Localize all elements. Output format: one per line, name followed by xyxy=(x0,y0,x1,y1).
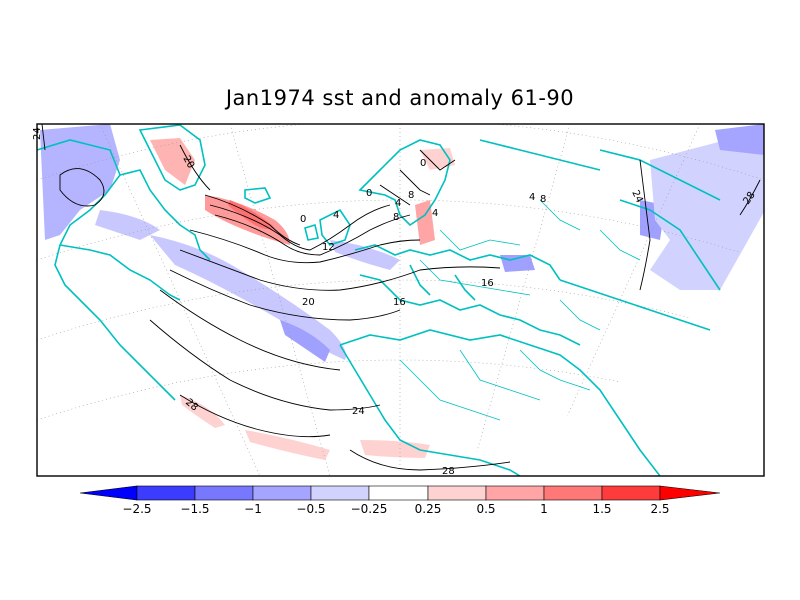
contour-label: 0 xyxy=(300,214,306,225)
contour-label: 0 xyxy=(420,158,426,169)
anomaly-shading xyxy=(40,124,764,460)
neg-anomaly-labrador xyxy=(95,210,160,240)
contour-label: 4 xyxy=(432,208,438,219)
contour-labels: 24 20 0 4 8 12 16 20 24 28 0 0 4 8 4 16 … xyxy=(32,127,758,477)
contour-label: 4 xyxy=(333,210,339,221)
contour-label: 8 xyxy=(540,194,546,205)
colorbar-label: −0.25 xyxy=(351,502,388,516)
contour-label: 16 xyxy=(481,278,494,289)
contour-label: 8 xyxy=(393,212,399,223)
colorbar: −2.5 −1.5 −1 −0.5 −0.25 0.25 0.5 1 1.5 2… xyxy=(79,485,721,516)
colorbar-segment xyxy=(368,485,429,501)
pos-anomaly-baltic xyxy=(415,200,435,245)
map-title: Jan1974 sst and anomaly 61-90 xyxy=(225,86,575,110)
sst-contours xyxy=(41,124,761,471)
neg-anomaly-northeast-corner xyxy=(715,124,764,155)
map-frame xyxy=(36,123,765,477)
colorbar-segment xyxy=(310,485,370,501)
contour-label: 8 xyxy=(408,190,414,201)
contour-label: 28 xyxy=(442,466,455,477)
colorbar-segment xyxy=(194,485,254,501)
neg-anomaly-bay-biscay xyxy=(330,240,400,270)
pos-anomaly-north-atlantic-core xyxy=(228,200,275,230)
pos-anomaly-mid-atlantic-south xyxy=(180,395,225,428)
contour-label: 12 xyxy=(322,242,335,253)
country-borders xyxy=(399,199,641,421)
colorbar-segment xyxy=(136,485,196,501)
colorbar-label: 0.25 xyxy=(415,502,442,516)
colorbar-segment xyxy=(485,485,545,501)
contour-label: 16 xyxy=(393,297,406,308)
contour-label: 24 xyxy=(629,189,644,205)
colorbar-segment xyxy=(543,485,603,501)
colorbar-label: −0.5 xyxy=(296,502,325,516)
neg-anomaly-west-atlantic xyxy=(40,124,120,240)
pos-anomaly-labrador xyxy=(150,138,195,185)
coastlines xyxy=(37,124,721,476)
colorbar-arrow-left xyxy=(79,485,138,501)
contour-label: 4 xyxy=(395,198,401,209)
colorbar-segment xyxy=(252,485,312,501)
colorbar-label: 0.5 xyxy=(476,502,495,516)
colorbar-label: 1 xyxy=(540,502,548,516)
contour-label: 20 xyxy=(302,297,315,308)
neg-anomaly-arabian xyxy=(650,130,764,290)
colorbar-label: 2.5 xyxy=(650,502,669,516)
colorbar-label: −1 xyxy=(244,502,262,516)
contour-label: 24 xyxy=(352,406,365,417)
neg-anomaly-mid-atlantic xyxy=(280,320,330,362)
contour-label: 4 xyxy=(529,192,535,203)
pos-anomaly-gulf-of-guinea xyxy=(360,440,430,458)
colorbar-label: −2.5 xyxy=(122,502,151,516)
colorbar-segment xyxy=(427,485,487,501)
contour-label: 0 xyxy=(366,188,372,199)
colorbar-label: 1.5 xyxy=(592,502,611,516)
colorbar-arrow-right xyxy=(659,485,721,501)
colorbar-label: −1.5 xyxy=(180,502,209,516)
pos-anomaly-south-atlantic xyxy=(245,430,330,460)
colorbar-segment xyxy=(601,485,661,501)
